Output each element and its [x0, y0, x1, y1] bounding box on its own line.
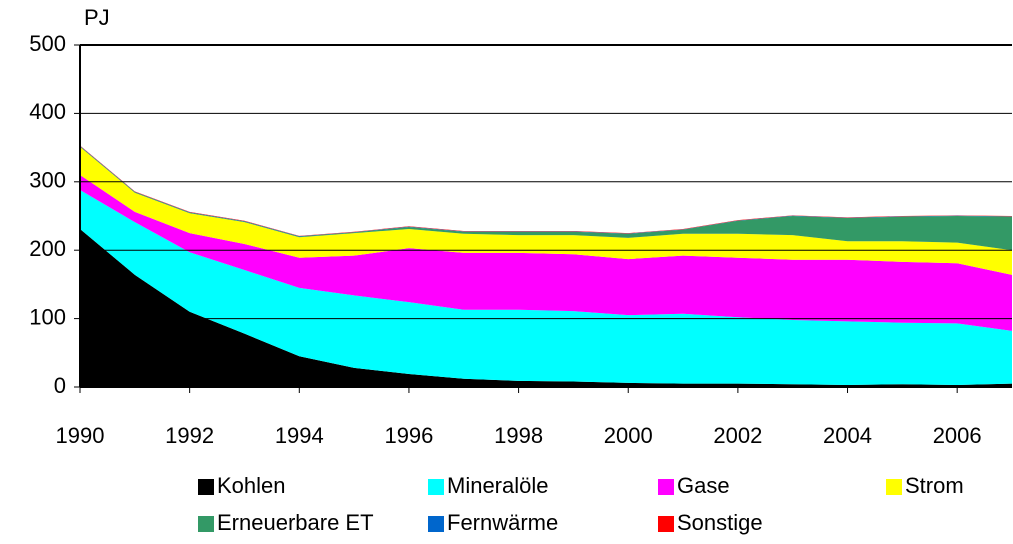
legend-label: Strom	[905, 473, 964, 498]
x-tick-label: 2006	[933, 423, 982, 448]
legend-swatch	[428, 479, 444, 495]
y-tick-label: 400	[29, 99, 66, 124]
x-tick-label: 1996	[384, 423, 433, 448]
y-tick-label: 200	[29, 236, 66, 261]
legend-swatch	[658, 479, 674, 495]
area	[80, 146, 1012, 251]
legend-label: Fernwärme	[447, 510, 558, 535]
legend-label: Sonstige	[677, 510, 763, 535]
legend-swatch	[886, 479, 902, 495]
area	[80, 146, 1012, 275]
x-tick-label: 2000	[604, 423, 653, 448]
legend-label: Gase	[677, 473, 730, 498]
legend-swatch	[198, 479, 214, 495]
x-tick-label: 1990	[56, 423, 105, 448]
legend-label: Kohlen	[217, 473, 286, 498]
legend-label: Erneuerbare ET	[217, 510, 374, 535]
legend-label: Mineralöle	[447, 473, 549, 498]
area	[80, 228, 1012, 387]
legend-swatch	[198, 516, 214, 532]
x-tick-label: 2002	[713, 423, 762, 448]
y-axis-label: PJ	[84, 5, 110, 30]
legend-swatch	[428, 516, 444, 532]
y-tick-label: 0	[54, 373, 66, 398]
y-tick-label: 300	[29, 168, 66, 193]
y-tick-label: 100	[29, 304, 66, 329]
area	[80, 190, 1012, 385]
area	[80, 174, 1012, 331]
x-tick-label: 2004	[823, 423, 872, 448]
x-tick-label: 1992	[165, 423, 214, 448]
x-tick-label: 1994	[275, 423, 324, 448]
x-tick-label: 1998	[494, 423, 543, 448]
y-tick-label: 500	[29, 31, 66, 56]
legend-swatch	[658, 516, 674, 532]
